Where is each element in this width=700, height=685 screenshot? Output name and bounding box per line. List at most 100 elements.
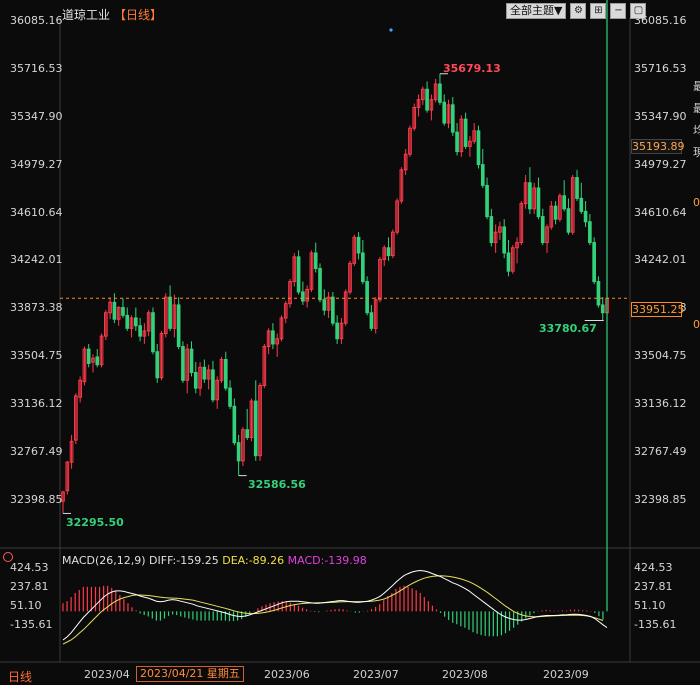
sidebar-fragment: 最 [693, 80, 700, 93]
candle-body [352, 236, 357, 264]
sidebar-fragment: 均 [693, 124, 700, 137]
macd-tick-label: 424.53 [634, 561, 673, 574]
candle-body [575, 177, 579, 199]
candle-body [301, 291, 305, 302]
minimize-icon[interactable]: − [610, 3, 627, 19]
x-tick: 2023/04 [84, 668, 130, 681]
x-tick: 2023/07 [353, 668, 399, 681]
candle-body [600, 304, 605, 314]
candle-body [206, 369, 211, 380]
candle-body [343, 291, 348, 324]
candle-body [95, 356, 100, 366]
price-tick-label: 32767.49 [10, 445, 63, 459]
price-tick-label: 35347.90 [634, 109, 687, 123]
macd-legend: MACD(26,12,9) DIFF:-159.25 DEA:-89.26 MA… [62, 554, 367, 567]
candle-body [420, 88, 425, 101]
candle-body [223, 359, 228, 389]
period-label[interactable]: 【日线】 [114, 8, 163, 22]
candle-body [69, 440, 74, 463]
price-tick-label: 34242.01 [10, 253, 63, 267]
price-tick-label: 34979.27 [10, 157, 63, 171]
candle-body [493, 231, 498, 244]
candle-body [502, 226, 507, 254]
candle-body [86, 348, 91, 364]
candle-body [185, 348, 190, 381]
candle-body [133, 317, 138, 327]
candle-body [480, 164, 485, 186]
candle-body [468, 140, 472, 147]
candle-body [151, 312, 155, 353]
candle-body [416, 99, 421, 108]
candle-body [288, 281, 292, 305]
candle-body [313, 252, 318, 270]
candle-body [558, 195, 562, 220]
maximize-icon[interactable]: ▢ [630, 3, 647, 19]
price-tick-label: 34979.27 [634, 157, 687, 171]
candle-body [583, 210, 588, 223]
candle-body [305, 288, 309, 302]
candle-body [258, 385, 262, 457]
candle-body [523, 182, 528, 205]
settings-icon[interactable]: ⚙ [570, 3, 587, 19]
macd-tick-label: 237.81 [634, 580, 673, 594]
period-tab[interactable]: 日线 [8, 670, 33, 684]
candle-body [519, 203, 524, 244]
candle-body [442, 101, 447, 124]
candle-body [112, 301, 117, 320]
candle-body [108, 301, 112, 314]
candle-body [163, 296, 168, 335]
split-view-icon[interactable]: ⊞ [590, 3, 607, 19]
theme-select-button[interactable]: 全部主题▼ [506, 3, 567, 19]
candle-body [489, 216, 494, 244]
candle-body [283, 303, 288, 319]
candle-body [425, 88, 429, 111]
price-tick-label: 35716.53 [634, 61, 687, 75]
candle-body [485, 184, 489, 218]
candle-body [373, 299, 378, 329]
candle-body [215, 379, 220, 401]
candle-body [189, 348, 194, 374]
candle-body [116, 307, 121, 320]
candle-body [570, 177, 575, 233]
candle-body [476, 130, 481, 166]
candle-body [155, 351, 160, 379]
candle-body [159, 333, 164, 379]
macd-tick-label: 237.81 [10, 580, 49, 594]
candle-body [266, 330, 271, 348]
macd-params: MACD(26,12,9) [62, 554, 146, 567]
candle-body [463, 118, 468, 147]
candle-body [211, 369, 215, 401]
price-tick-label: 34610.64 [634, 205, 687, 219]
price-tick-label: 34610.64 [10, 205, 63, 219]
cursor-date-label: 2023/04/21 星期五 [136, 666, 244, 682]
candle-body [545, 226, 549, 244]
candle-body [382, 247, 387, 260]
candle-body [142, 330, 147, 337]
price-tick-label: 35716.53 [10, 61, 63, 75]
candle-body [369, 312, 374, 329]
candle-body [125, 314, 130, 329]
diff-line [62, 569, 608, 641]
x-tick: 2023/08 [442, 668, 488, 681]
candle-body [412, 106, 417, 129]
candle-body [579, 197, 584, 212]
candle-body [532, 187, 537, 210]
indicator-dot-icon[interactable] [3, 552, 13, 562]
candle-body [99, 335, 104, 366]
candle-body [236, 442, 241, 462]
candle-body [408, 127, 412, 155]
candle-body [562, 195, 566, 210]
low-annotation-recent: 33780.67 [539, 322, 597, 335]
candle-body [506, 252, 511, 272]
candle-body [348, 262, 352, 293]
chart-toolbar: 全部主题▼ ⚙ ⊞ − ▢ [506, 3, 647, 19]
candle-body [596, 281, 601, 306]
macd-tick-label: -135.61 [10, 618, 53, 632]
candle-body [403, 153, 408, 171]
candle-body [335, 322, 339, 340]
candle-body [146, 312, 151, 332]
macd-tick-label: 51.10 [634, 599, 666, 613]
candle-body [249, 400, 254, 438]
